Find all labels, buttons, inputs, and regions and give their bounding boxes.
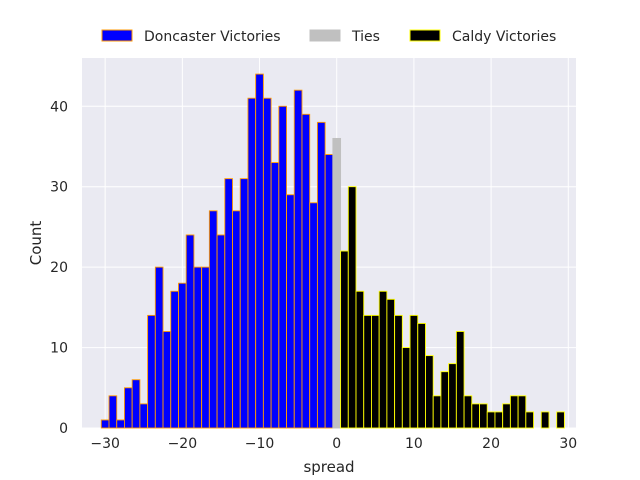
histogram-bar [486, 411, 496, 429]
histogram-bar [224, 178, 233, 429]
histogram-bar [108, 395, 118, 429]
x-axis-label: spread [303, 458, 354, 476]
histogram-bar [355, 290, 365, 429]
y-axis-label: Count [27, 221, 45, 266]
x-tick-label: −30 [90, 436, 120, 452]
histogram-bar [425, 355, 434, 429]
legend-label: Doncaster Victories [144, 29, 281, 45]
histogram-bar [262, 97, 272, 429]
histogram-bar [371, 314, 380, 429]
histogram-bar [502, 403, 511, 429]
histogram-bar [417, 322, 426, 429]
histogram-bar [185, 234, 195, 429]
histogram-bar [255, 73, 264, 429]
histogram-bar [316, 121, 326, 429]
y-tick-label: 40 [50, 99, 68, 115]
histogram-bar [556, 411, 565, 429]
histogram-bar [309, 202, 318, 429]
histogram-bar [340, 250, 349, 429]
x-tick-label: −10 [245, 436, 275, 452]
histogram-bar [293, 89, 303, 429]
histogram-bar [386, 298, 396, 429]
histogram-bar [278, 105, 287, 429]
histogram-bar [131, 379, 141, 429]
legend-label: Caldy Victories [452, 29, 556, 45]
histogram-bar [525, 411, 534, 429]
histogram-bar [494, 411, 504, 429]
histogram-bar [270, 162, 280, 429]
histogram-bar [479, 403, 488, 429]
histogram-bar [448, 363, 457, 429]
histogram-bar [193, 266, 203, 429]
x-tick-label: 0 [332, 436, 341, 452]
x-tick-label: −20 [168, 436, 198, 452]
legend-swatch [409, 29, 441, 42]
histogram-bar [347, 186, 357, 429]
histogram-bar [463, 395, 473, 429]
histogram-bar [378, 290, 388, 429]
histogram-bar [154, 266, 164, 429]
histogram-bar [124, 387, 133, 429]
histogram-bar [100, 419, 110, 429]
y-tick-label: 0 [59, 421, 68, 437]
legend: Doncaster Victories Ties Caldy Victories [101, 29, 556, 45]
histogram-bar [401, 347, 411, 429]
histogram-bar [178, 282, 187, 429]
x-tick-label: 10 [405, 436, 423, 452]
histogram-bar [409, 314, 419, 429]
histogram-bar [455, 331, 465, 429]
histogram-bar [440, 371, 450, 429]
histogram-bar [324, 154, 334, 429]
histogram-bar [363, 314, 372, 429]
x-tick-label: 30 [559, 436, 577, 452]
histogram-bar [394, 314, 403, 429]
y-tick-labels: 0 10 20 30 40 [50, 99, 68, 437]
x-tick-labels: −30 −20 −10 0 10 20 30 [90, 436, 577, 452]
bars [100, 73, 565, 429]
histogram-bar [509, 395, 519, 429]
histogram-bar [540, 411, 550, 429]
histogram-bar [170, 290, 179, 429]
histogram-bar [201, 266, 210, 429]
y-tick-label: 20 [50, 260, 68, 276]
histogram-bar [162, 331, 172, 429]
legend-label: Ties [351, 29, 380, 45]
histogram-bar [247, 97, 257, 429]
histogram-bar [471, 403, 480, 429]
y-tick-label: 10 [50, 341, 68, 357]
histogram-bar [432, 395, 442, 429]
histogram-bar [517, 395, 527, 429]
histogram-bar [216, 234, 226, 429]
legend-swatch [309, 29, 341, 42]
legend-swatch [101, 29, 133, 42]
histogram-bar [239, 178, 249, 429]
histogram-bar [139, 403, 149, 429]
histogram-bar [332, 137, 342, 429]
histogram-bar [116, 419, 125, 429]
histogram-bar [208, 210, 218, 429]
histogram-bar [286, 194, 295, 429]
histogram-bar [301, 113, 311, 429]
histogram-bar [147, 314, 156, 429]
x-tick-label: 20 [482, 436, 500, 452]
histogram-bar [232, 210, 241, 429]
y-tick-label: 30 [50, 180, 68, 196]
